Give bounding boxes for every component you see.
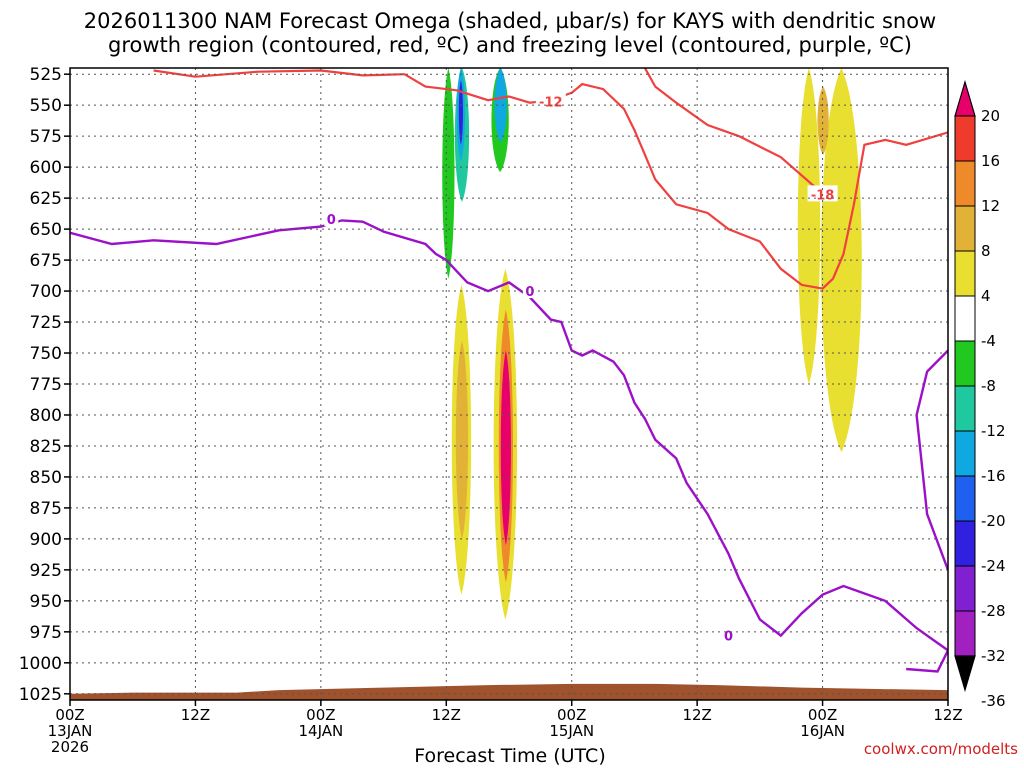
omega-cell-3 [458,80,463,145]
omega-cell-5 [494,68,507,143]
y-tick-label-800: 800 [30,406,62,426]
site-credit[interactable]: coolwx.com/modelts [864,740,1018,758]
y-tick-label-1000: 1000 [19,654,62,674]
x-tick-label-0-0: 00Z [55,706,84,724]
colorbar-label-0: 20 [981,107,1000,125]
x-tick-label-72-1: 16JAN [800,722,845,740]
colorbar-label-13: -36 [981,692,1006,710]
y-tick-label-525: 525 [30,65,62,85]
omega-cell-11 [797,68,821,384]
y-tick-label-925: 925 [30,561,62,581]
colorbar-label-4: 4 [981,287,991,305]
colorbar-segment-9 [954,475,976,522]
x-tick-label-24-1: 14JAN [298,722,343,740]
y-tick-label-750: 750 [30,344,62,364]
axes: 525 550 575 600 625 650 675 700 725 750 775 800 825 8… [19,65,963,756]
freezing-label-bg-0 [324,210,339,227]
colorbar-label-2: 12 [981,197,1000,215]
dgz-minus12-label-bg [535,92,566,109]
colorbar-segment-2 [954,160,976,207]
freezing-level-label-2: 0 [724,630,733,645]
y-tick-label-825: 825 [30,437,62,457]
omega-cell-7 [455,340,469,539]
colorbar: 20 16 12 8 4 -4 -8 -12 -16 -20 -24 -28 -32 -36 [954,79,1006,710]
y-tick-label-675: 675 [30,251,62,271]
colorbar-top-arrow [954,79,976,117]
colorbar-bottom-arrow [954,655,976,693]
y-tick-label-850: 850 [30,468,62,488]
dgz-minus12-label: -12 [539,95,563,110]
x-tick-label-48-0: 00Z [557,706,586,724]
omega-cell-10 [500,350,511,546]
freezing-level-contour [70,219,948,673]
freezing-level-label-1: 0 [525,285,534,300]
x-axis-label: Forecast Time (UTC) [414,745,605,767]
colorbar-label-1: 16 [981,152,1000,170]
colorbar-segment-1 [954,115,976,162]
colorbar-segment-12 [954,610,976,657]
colorbar-label-8: -16 [981,467,1006,485]
x-tick-label-12-0: 12Z [181,706,210,724]
x-tick-label-60-0: 12Z [682,706,711,724]
y-tick-label-600: 600 [30,158,62,178]
y-tick-label-875: 875 [30,499,62,519]
y-tick-label-550: 550 [30,96,62,116]
colorbar-segment-6 [954,340,976,387]
terrain-fill [70,683,948,700]
omega-cell-13 [817,86,829,155]
colorbar-segment-11 [954,565,976,612]
y-tick-label-575: 575 [30,127,62,147]
dgz-minus18-contour [643,68,824,193]
x-tick-label-0-2: 2026 [51,738,89,756]
colorbar-label-6: -8 [981,377,996,395]
dgz-minus18-label-bg [807,185,838,202]
colorbar-segment-10 [954,520,976,567]
freezing-level-label-0: 0 [327,213,336,228]
colorbar-label-3: 8 [981,242,991,260]
colorbar-label-9: -20 [981,512,1006,530]
dgz-minus12-contour [153,69,948,290]
x-tick-label-36-0: 12Z [432,706,461,724]
colorbar-label-11: -28 [981,602,1006,620]
colorbar-label-12: -32 [981,647,1006,665]
colorbar-segment-4 [954,250,976,297]
y-tick-label-700: 700 [30,282,62,302]
y-tick-label-950: 950 [30,592,62,612]
x-tick-label-72-0: 00Z [808,706,837,724]
x-tick-label-0-1: 13JAN [48,722,93,740]
x-tick-label-48-1: 15JAN [549,722,594,740]
y-tick-label-900: 900 [30,530,62,550]
y-tick-label-725: 725 [30,313,62,333]
colorbar-segment-5 [954,295,976,342]
colorbar-label-5: -4 [981,332,996,350]
colorbar-label-7: -12 [981,422,1006,440]
omega-cell-0 [442,68,455,279]
x-tick-label-24-0: 00Z [306,706,335,724]
y-tick-label-975: 975 [30,623,62,643]
y-tick-label-775: 775 [30,375,62,395]
freezing-label-bg-1 [522,282,537,299]
chart-title-line2: growth region (contoured, red, ºC) and f… [108,33,912,57]
y-tick-label-650: 650 [30,220,62,240]
colorbar-segment-8 [954,430,976,477]
colorbar-label-10: -24 [981,557,1006,575]
y-tick-label-1025: 1025 [19,685,62,705]
freezing-label-bg-2 [721,626,736,643]
x-tick-label-84-0: 12Z [933,706,962,724]
y-tick-label-625: 625 [30,189,62,209]
colorbar-segment-7 [954,385,976,432]
colorbar-segment-3 [954,205,976,252]
grid [69,68,949,700]
plot-area: 000-12-18 [70,68,948,700]
chart-title-line1: 2026011300 NAM Forecast Omega (shaded, µ… [84,9,936,33]
freezing-level-contour-right [915,349,948,571]
